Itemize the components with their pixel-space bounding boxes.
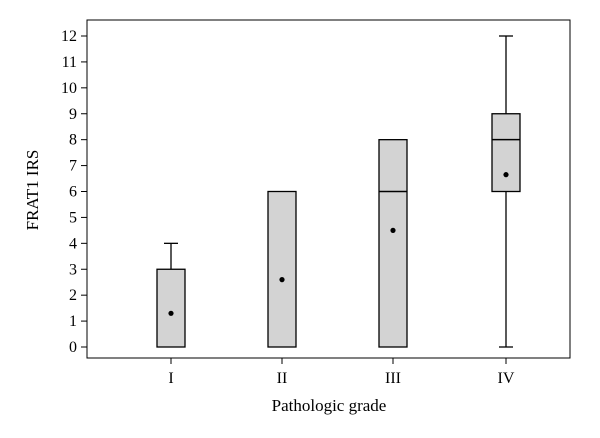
- box-II: [267, 190, 297, 348]
- x-tick-label: II: [277, 370, 288, 387]
- iqr-box: [378, 139, 408, 348]
- y-tick-label: 0: [69, 339, 77, 356]
- y-tick-label: 10: [61, 80, 77, 97]
- x-axis: I II III IV: [168, 358, 515, 387]
- plot-frame: [86, 19, 571, 359]
- iqr-box: [491, 113, 521, 193]
- y-tick-label: 1: [69, 313, 77, 330]
- y-tick-label: 11: [62, 54, 77, 71]
- box-III: [378, 139, 408, 348]
- x-tick-label: IV: [498, 370, 515, 387]
- y-tick-label: 8: [69, 132, 77, 149]
- box-series: [156, 35, 521, 348]
- y-tick-label: 12: [61, 28, 77, 45]
- y-tick-label: 9: [69, 106, 77, 123]
- mean-point: [168, 310, 174, 316]
- iqr-box: [267, 190, 297, 348]
- box-IV: [491, 35, 521, 348]
- y-tick-label: 5: [69, 209, 77, 226]
- mean-point: [503, 172, 509, 178]
- x-tick-label: I: [168, 370, 173, 387]
- x-tick-label: III: [385, 370, 401, 387]
- y-tick-label: 6: [69, 184, 77, 201]
- y-tick-label: 4: [69, 235, 77, 252]
- iqr-box: [156, 268, 186, 348]
- y-tick-label: 2: [69, 287, 77, 304]
- box-I: [156, 242, 186, 348]
- y-axis-title: FRAT1 IRS: [23, 150, 42, 231]
- x-axis-title: Pathologic grade: [272, 396, 387, 415]
- mean-point: [279, 277, 285, 283]
- y-tick-label: 7: [69, 158, 77, 175]
- mean-point: [390, 227, 396, 233]
- y-tick-label: 3: [69, 261, 77, 278]
